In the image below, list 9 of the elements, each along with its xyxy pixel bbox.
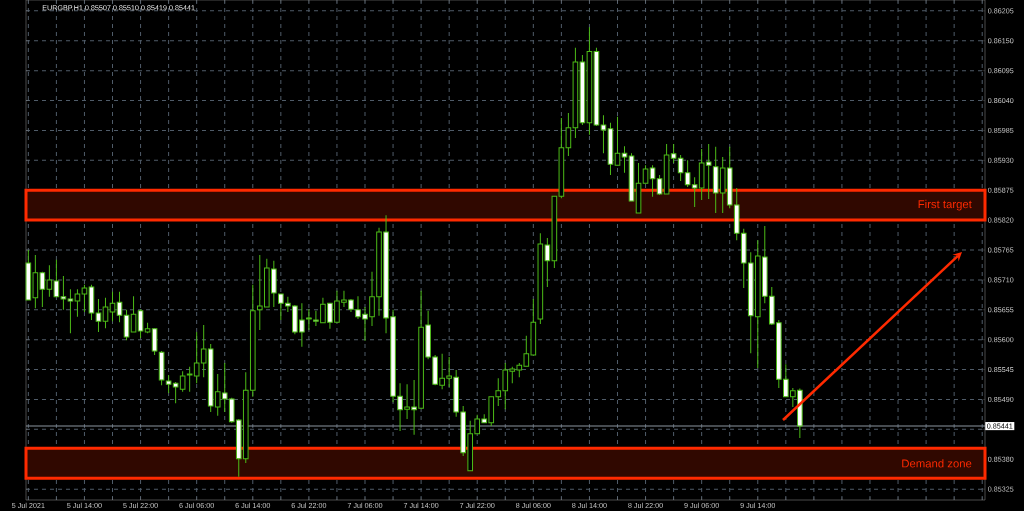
- candlestick: [102, 297, 109, 329]
- candlestick: [621, 145, 628, 174]
- band-label: Demand zone: [902, 459, 972, 468]
- candlestick: [116, 291, 123, 323]
- candlestick: [95, 298, 102, 333]
- candlestick: [123, 309, 130, 341]
- band-label: First target: [918, 199, 972, 211]
- candlestick: [614, 116, 621, 166]
- candlestick: [109, 291, 116, 322]
